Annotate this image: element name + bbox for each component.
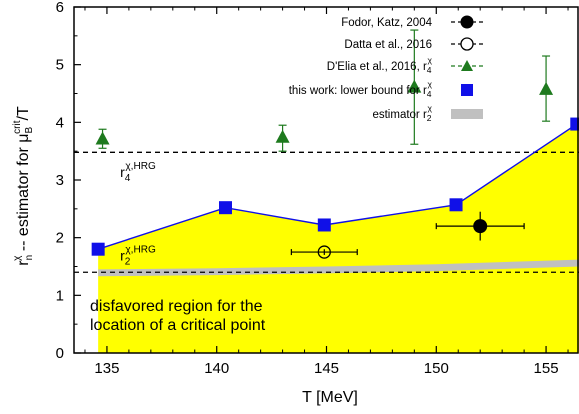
legend-entry-5-label-base: estimator r (372, 109, 426, 121)
delia-triangle-2 (275, 129, 290, 143)
legend-entry-4-label-sub: 4 (427, 89, 432, 99)
delia-triangle-1 (95, 131, 110, 145)
y-title-r: r (15, 260, 32, 266)
lower-bound-square-5 (570, 117, 579, 131)
lower-bound-square-4 (449, 198, 463, 212)
y-tick-label-0: 0 (56, 345, 64, 362)
hrg-label-2: r2χ,HRG (120, 245, 156, 268)
series-layer (91, 29, 579, 259)
x-tick-label-145: 145 (314, 360, 339, 377)
y-title-tail: /T (15, 106, 32, 120)
y-axis-title: rnχ -- estimator for μBcrit/T (12, 106, 35, 266)
delia-triangle-3 (407, 79, 422, 93)
y-tick-label-1: 1 (56, 287, 64, 304)
y-tick-label-5: 5 (56, 57, 64, 74)
legend-entry-3-label-base: D'Elia et al., 2016, r (327, 61, 427, 73)
hrg-label-2-base: r (120, 248, 125, 264)
legend-entry-5-label: estimator r2χ (372, 103, 432, 123)
legend-entry-3-label-sub: 4 (427, 65, 432, 75)
y-tick-label-2: 2 (56, 230, 64, 247)
legend: Fodor, Katz, 2004 Datta et al., 2016 D'Eli… (289, 15, 483, 123)
y-title-sup-crit: crit (12, 120, 23, 134)
legend-entry-3-label: D'Elia et al., 2016, r4χ (327, 55, 433, 75)
legend-entry-3-label-sup: χ (428, 55, 433, 65)
legend-entry-3-symbol (461, 60, 473, 71)
y-tick-label-3: 3 (56, 172, 64, 189)
legend-entry-4-label-base: this work: lower bound for r (289, 85, 427, 97)
hrg-label-4: r4χ,HRG (120, 161, 156, 184)
x-tick-label-150: 150 (424, 360, 449, 377)
legend-entry-5-label-sub: 2 (427, 113, 432, 123)
hrg-label-4-sup: χ,HRG (125, 161, 156, 172)
legend-entry-4-symbol (461, 84, 473, 96)
delia-triangle-4 (539, 81, 554, 95)
region-annotation: disfavored region for the location of a … (90, 298, 266, 334)
datta-marker (317, 245, 331, 259)
legend-entry-5-label-sup: χ (428, 103, 433, 113)
y-title-rest: -- estimator for μ (15, 133, 32, 255)
hrg-label-4-base: r (120, 164, 125, 180)
y-title-sub-b: B (24, 126, 35, 133)
axis-ticks: 135 140 145 150 155 0 1 2 3 4 5 6 (56, 0, 569, 377)
hrg-label-2-sup: χ,HRG (125, 245, 156, 256)
disfavored-region (98, 124, 579, 353)
x-tick-label-140: 140 (204, 360, 229, 377)
legend-entry-2-symbol (460, 37, 474, 51)
region-label-line1: disfavored region for the (90, 298, 263, 315)
y-tick-label-6: 6 (56, 0, 64, 16)
legend-entry-4-label: this work: lower bound for r4χ (289, 79, 433, 99)
x-tick-label-155: 155 (534, 360, 559, 377)
x-axis-title: T [MeV] (302, 389, 358, 406)
y-title-sub-n: n (24, 255, 35, 261)
y-title-sup-chi: χ (12, 255, 23, 261)
legend-entry-1-label: Fodor, Katz, 2004 (341, 17, 432, 29)
y-tick-label-4: 4 (56, 114, 64, 131)
disfavored-region-layer (98, 124, 579, 353)
hrg-label-2-sub: 2 (125, 257, 131, 268)
region-label-line2: location of a critical point (90, 317, 266, 334)
x-tick-label-135: 135 (94, 360, 119, 377)
legend-entry-1-symbol (460, 15, 474, 29)
lower-bound-square-2 (219, 201, 232, 215)
fodor-marker (473, 219, 488, 234)
legend-entry-5-symbol (451, 109, 483, 119)
axis-titles: T [MeV] rnχ -- estimator for μBcrit/T (12, 106, 358, 406)
legend-entry-2-label: Datta et al., 2016 (344, 39, 432, 51)
legend-entry-4-label-sup: χ (428, 79, 433, 89)
lower-bound-square-1 (91, 242, 105, 256)
hrg-label-4-sub: 4 (125, 173, 131, 184)
lower-bound-square-3 (317, 218, 331, 232)
